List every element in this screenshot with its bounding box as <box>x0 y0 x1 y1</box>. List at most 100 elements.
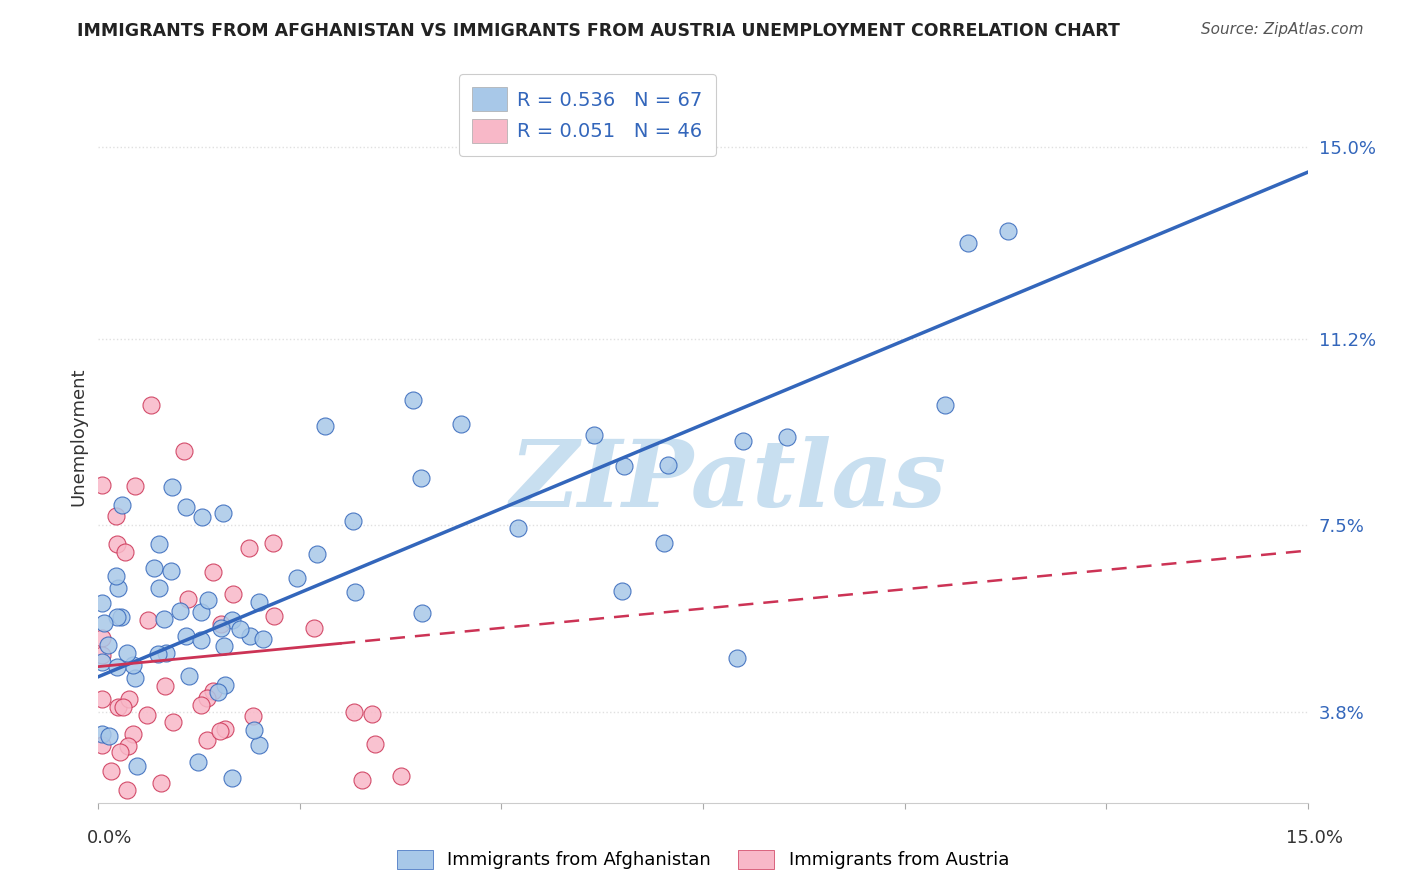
Point <box>105 609 128 624</box>
Text: 0.0%: 0.0% <box>87 829 132 847</box>
Text: 15.0%: 15.0% <box>1286 829 1343 847</box>
Point <box>957 236 980 251</box>
Point <box>107 581 129 595</box>
Point <box>162 714 184 729</box>
Point <box>136 614 159 628</box>
Point <box>148 537 170 551</box>
Point <box>159 565 181 579</box>
Point <box>105 659 128 673</box>
Point <box>117 691 139 706</box>
Point <box>262 536 284 550</box>
Point <box>174 629 197 643</box>
Point <box>243 723 266 738</box>
Point <box>169 604 191 618</box>
Point <box>143 560 166 574</box>
Point <box>361 707 384 722</box>
Point <box>124 671 146 685</box>
Point <box>343 705 366 719</box>
Point <box>93 615 115 630</box>
Point <box>733 434 755 448</box>
Y-axis label: Unemployment: Unemployment <box>69 368 87 507</box>
Legend: R = 0.536   N = 67, R = 0.051   N = 46: R = 0.536 N = 67, R = 0.051 N = 46 <box>458 74 716 156</box>
Point <box>997 225 1019 239</box>
Point <box>209 621 232 635</box>
Point <box>450 417 472 432</box>
Point <box>364 737 387 751</box>
Point <box>314 419 336 434</box>
Point <box>221 613 243 627</box>
Point <box>153 680 176 694</box>
Point <box>211 507 233 521</box>
Point <box>179 669 201 683</box>
Point <box>208 724 231 739</box>
Point <box>201 565 224 579</box>
Point <box>342 515 364 529</box>
Point <box>263 608 285 623</box>
Point <box>91 596 114 610</box>
Point <box>136 707 159 722</box>
Point <box>229 622 252 636</box>
Point <box>110 610 132 624</box>
Point <box>177 592 200 607</box>
Point <box>91 477 114 491</box>
Point <box>350 772 373 787</box>
Point <box>402 393 425 408</box>
Point <box>121 727 143 741</box>
Point <box>125 759 148 773</box>
Point <box>239 629 262 643</box>
Point <box>190 633 212 648</box>
Point <box>104 508 127 523</box>
Point <box>776 430 799 444</box>
Text: ZIPatlas: ZIPatlas <box>509 436 946 526</box>
Point <box>111 499 134 513</box>
Point <box>98 729 121 743</box>
Point <box>174 500 197 514</box>
Point <box>187 755 209 769</box>
Point <box>124 479 146 493</box>
Point <box>112 699 135 714</box>
Point <box>117 739 139 753</box>
Point <box>105 568 128 582</box>
Point <box>107 699 129 714</box>
Point <box>934 398 956 412</box>
Point <box>252 632 274 647</box>
Point <box>411 471 433 485</box>
Point <box>139 398 162 412</box>
Point <box>222 587 245 601</box>
Point <box>221 771 243 785</box>
Point <box>197 593 219 607</box>
Point <box>209 617 232 632</box>
Point <box>247 738 270 752</box>
Point <box>91 655 114 669</box>
Text: IMMIGRANTS FROM AFGHANISTAN VS IMMIGRANTS FROM AUSTRIA UNEMPLOYMENT CORRELATION : IMMIGRANTS FROM AFGHANISTAN VS IMMIGRANT… <box>77 22 1121 40</box>
Text: Source: ZipAtlas.com: Source: ZipAtlas.com <box>1201 22 1364 37</box>
Point <box>117 646 139 660</box>
Point <box>612 584 634 599</box>
Point <box>97 638 120 652</box>
Point <box>214 640 236 654</box>
Point <box>305 547 328 561</box>
Point <box>201 684 224 698</box>
Point <box>100 764 122 779</box>
Point <box>173 443 195 458</box>
Point <box>121 657 143 672</box>
Point <box>214 678 236 692</box>
Point <box>153 612 176 626</box>
Point <box>117 783 139 797</box>
Point <box>287 571 309 585</box>
Point <box>190 605 212 619</box>
Legend: Immigrants from Afghanistan, Immigrants from Austria: Immigrants from Afghanistan, Immigrants … <box>388 841 1018 879</box>
Point <box>114 545 136 559</box>
Point <box>105 537 128 551</box>
Point <box>190 698 212 712</box>
Point <box>190 509 212 524</box>
Point <box>344 585 367 599</box>
Point <box>195 733 218 747</box>
Point <box>91 632 114 646</box>
Point <box>148 581 170 595</box>
Point <box>155 646 177 660</box>
Point <box>91 727 114 741</box>
Point <box>657 458 679 472</box>
Point <box>207 684 229 698</box>
Point <box>91 692 114 706</box>
